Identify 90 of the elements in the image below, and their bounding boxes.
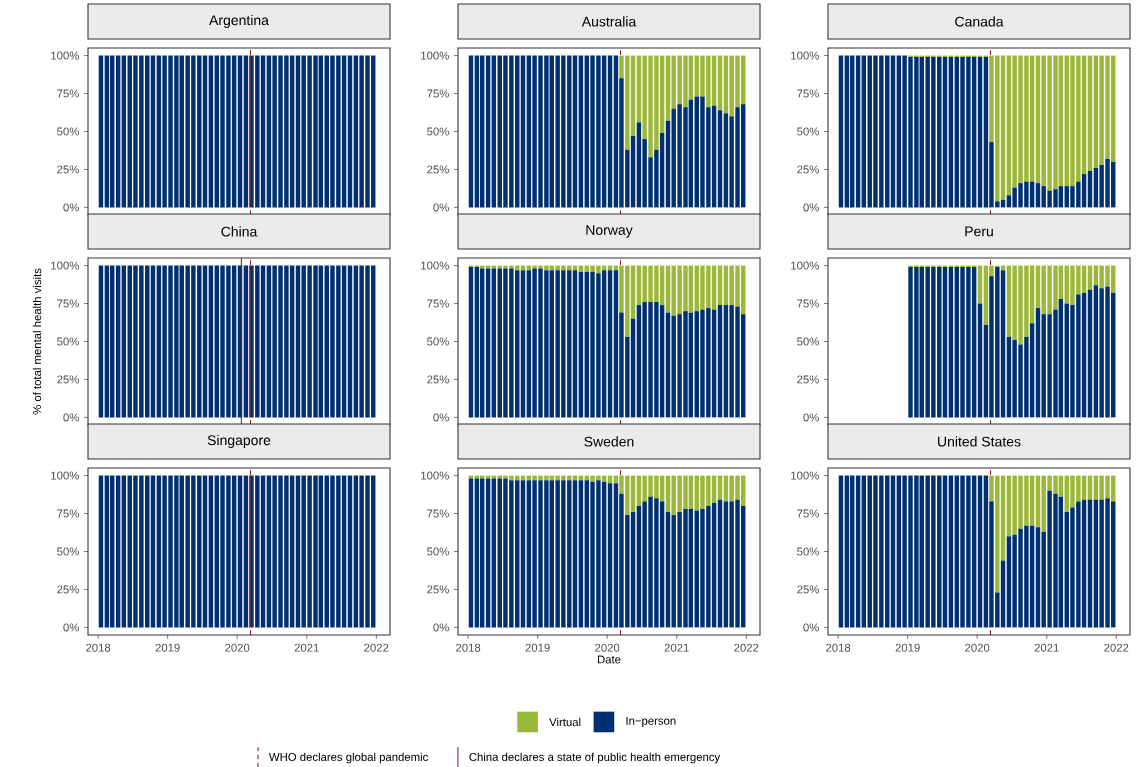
x-tick-label: 2020: [595, 643, 620, 652]
y-tick-label: 75%: [57, 89, 79, 98]
chart-title: Argentina: [209, 14, 269, 28]
x-tick-label: 2019: [525, 643, 550, 652]
y-tick-label: 0%: [803, 203, 819, 212]
bar: [948, 267, 954, 418]
bar: [607, 483, 613, 628]
x-tick-label: 2022: [364, 643, 389, 652]
y-tick-label: 0%: [803, 413, 819, 422]
y-tick-label: 75%: [797, 299, 819, 308]
y-tick-label: 75%: [797, 509, 819, 518]
chart-title: Singapore: [207, 434, 271, 448]
chart-title: Australia: [581, 16, 637, 27]
y-tick-label: 25%: [427, 585, 449, 594]
x-tick-label: 2020: [225, 643, 250, 652]
y-tick-label: 0%: [433, 623, 449, 632]
y-tick-label: 100%: [51, 51, 79, 60]
y-tick-label: 25%: [797, 585, 819, 594]
y-tick-label: 50%: [797, 127, 819, 136]
legend-label: China declares a state of public health emergency: [469, 752, 721, 764]
x-tick-label: 2022: [1104, 643, 1129, 652]
y-tick-label: 50%: [57, 337, 79, 346]
legend-label: Virtual: [549, 717, 581, 727]
x-tick-label: 2019: [895, 643, 920, 652]
bar: [578, 480, 584, 628]
y-tick-label: 50%: [57, 547, 79, 556]
y-tick-label: 75%: [57, 299, 79, 308]
y-tick-label: 75%: [427, 299, 449, 308]
legend-label: WHO declares global pandemic: [268, 752, 428, 764]
chart-title: Sweden: [584, 436, 634, 447]
y-tick-label: 25%: [797, 165, 819, 174]
chart-title: Canada: [955, 16, 1004, 27]
y-tick-label: 25%: [427, 375, 449, 384]
y-tick-label: 50%: [427, 337, 449, 346]
bar: [578, 271, 584, 418]
y-tick-label: 100%: [791, 261, 819, 270]
y-tick-label: 100%: [791, 471, 819, 480]
y-tick-label: 75%: [57, 509, 79, 518]
y-tick-label: 0%: [63, 203, 79, 212]
y-tick-label: 0%: [433, 203, 449, 212]
bar: [520, 480, 526, 628]
y-tick-label: 50%: [797, 337, 819, 346]
y-tick-label: 25%: [57, 585, 79, 594]
y-tick-label: 50%: [427, 547, 449, 556]
chart-title: China: [221, 226, 258, 237]
x-tick-label: 2020: [965, 643, 990, 652]
x-tick-label: 2019: [155, 643, 180, 652]
bar: [468, 267, 474, 418]
bar: [607, 270, 613, 418]
x-tick-label: 2018: [86, 643, 111, 652]
y-tick-label: 100%: [421, 261, 449, 270]
y-tick-label: 0%: [63, 413, 79, 422]
y-tick-label: 100%: [791, 51, 819, 60]
y-tick-label: 75%: [797, 89, 819, 98]
y-tick-label: 100%: [421, 51, 449, 60]
bar: [717, 499, 723, 628]
bar: [977, 57, 983, 208]
chart-title: Norway: [586, 225, 633, 238]
y-tick-label: 0%: [63, 623, 79, 632]
legend-label: In−person: [626, 716, 676, 728]
x-tick-label: 2018: [456, 643, 481, 652]
y-tick-label: 25%: [57, 165, 79, 174]
y-tick-label: 25%: [797, 375, 819, 384]
y-tick-label: 0%: [433, 413, 449, 422]
x-axis-title: Date: [597, 655, 621, 664]
y-tick-label: 50%: [57, 127, 79, 136]
y-tick-label: 100%: [421, 471, 449, 480]
bar: [717, 305, 723, 418]
y-tick-label: 50%: [427, 127, 449, 136]
x-tick-label: 2021: [1034, 643, 1059, 652]
y-axis-title: % of total mental health visits: [32, 268, 42, 415]
bar: [520, 270, 526, 418]
x-tick-label: 2022: [734, 643, 759, 652]
y-tick-label: 100%: [51, 261, 79, 270]
chart-title: United States: [938, 436, 1021, 447]
y-tick-label: 100%: [51, 471, 79, 480]
bar: [474, 267, 480, 418]
y-tick-label: 75%: [427, 509, 449, 518]
y-tick-label: 0%: [803, 623, 819, 632]
y-tick-label: 50%: [797, 547, 819, 556]
chart-title: Peru: [965, 226, 993, 237]
bar: [977, 265, 983, 304]
bar: [948, 57, 954, 208]
y-tick-label: 75%: [427, 89, 449, 98]
y-tick-label: 25%: [427, 165, 449, 174]
x-tick-label: 2018: [826, 643, 851, 652]
x-tick-label: 2021: [664, 643, 689, 652]
x-tick-label: 2021: [294, 643, 319, 652]
y-tick-label: 25%: [57, 375, 79, 384]
bar: [717, 110, 723, 208]
